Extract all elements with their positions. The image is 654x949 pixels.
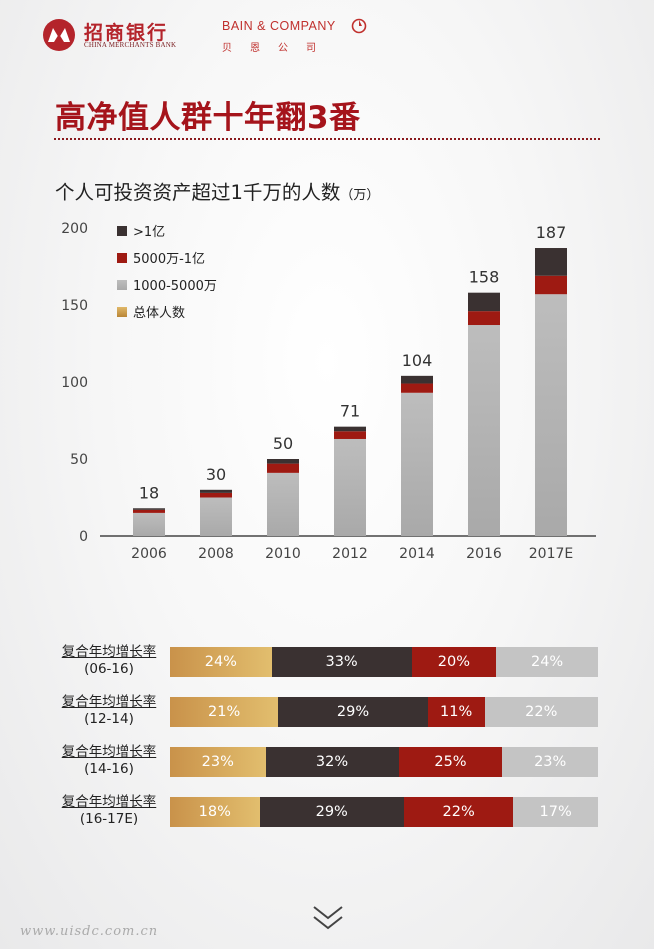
legend-label: 5000万-1亿 <box>133 252 205 267</box>
legend-swatch <box>117 280 127 290</box>
x-tick-label: 2006 <box>131 546 167 562</box>
bar-segment <box>401 392 433 536</box>
chart-subtitle-text: 个人可投资资产超过1千万的人数 <box>55 181 341 204</box>
bar-segment <box>535 275 567 295</box>
cagr-label-period: (06-16) <box>84 661 134 677</box>
bar-segment <box>468 325 500 536</box>
cagr-segment: 23% <box>170 747 266 777</box>
legend-label: 总体人数 <box>133 306 185 321</box>
bar-segment <box>401 375 433 384</box>
y-tick-label: 200 <box>61 221 88 237</box>
chart-subtitle-unit: （万） <box>340 188 380 203</box>
bar-segment <box>267 463 299 473</box>
cagr-segment: 23% <box>502 747 598 777</box>
bar-segment <box>468 311 500 326</box>
cagr-label: 复合年均增长率 (12-14) <box>54 694 164 728</box>
x-tick-label: 2014 <box>399 546 435 562</box>
cagr-segment: 20% <box>411 647 497 677</box>
x-tick-label: 2012 <box>332 546 368 562</box>
cagr-label-title: 复合年均增长率 <box>61 694 157 710</box>
chevron-double-down-icon[interactable] <box>310 903 346 933</box>
cagr-segment: 29% <box>259 797 404 827</box>
bar-segment <box>334 431 366 439</box>
page-title: 高净值人群十年翻3番 <box>55 100 361 136</box>
cmb-name-cn: 招商银行 <box>84 22 169 44</box>
bar-segment <box>200 497 232 536</box>
cagr-segment: 33% <box>271 647 412 677</box>
bar-total-label: 187 <box>536 223 567 242</box>
cagr-label: 复合年均增长率 (16-17E) <box>54 794 164 828</box>
cagr-label-title: 复合年均增长率 <box>61 644 157 660</box>
cagr-segment: 11% <box>427 697 485 727</box>
cagr-segment: 22% <box>403 797 514 827</box>
x-tick-label: 2008 <box>198 546 234 562</box>
title-divider <box>54 138 600 140</box>
legend-swatch <box>117 307 127 317</box>
bar-segment <box>535 248 567 276</box>
bar-segment <box>401 383 433 393</box>
chart-subtitle: 个人可投资资产超过1千万的人数（万） <box>55 176 379 205</box>
cagr-segment: 18% <box>170 797 260 827</box>
bar-total-label: 30 <box>206 465 226 484</box>
bar-total-label: 71 <box>340 402 360 421</box>
bar-total-label: 50 <box>273 434 293 453</box>
bar-total-label: 18 <box>139 483 159 502</box>
bar-segment <box>133 509 165 513</box>
legend-label: >1亿 <box>133 225 165 240</box>
bar-segment <box>133 512 165 536</box>
cagr-bar: 21% 29% 11% 22% <box>170 697 598 727</box>
bar-segment <box>133 508 165 510</box>
cagr-segment: 32% <box>265 747 399 777</box>
cagr-label-period: (14-16) <box>84 761 134 777</box>
bar-total-label: 104 <box>402 351 433 370</box>
bar-segment <box>334 438 366 536</box>
x-tick-label: 2010 <box>265 546 301 562</box>
bar-segment <box>267 472 299 536</box>
y-tick-label: 150 <box>61 298 88 314</box>
y-tick-label: 0 <box>79 529 88 545</box>
x-tick-label: 2017E <box>529 546 573 562</box>
legend-label: 1000-5000万 <box>133 279 217 294</box>
bar-segment <box>267 459 299 464</box>
cagr-label: 复合年均增长率 (06-16) <box>54 644 164 678</box>
cagr-label-period: (16-17E) <box>79 811 139 827</box>
cagr-label: 复合年均增长率 (14-16) <box>54 744 164 778</box>
cagr-segment: 24% <box>170 647 272 677</box>
watermark: www.uisdc.com.cn <box>20 924 159 939</box>
cagr-bar: 24% 33% 20% 24% <box>170 647 598 677</box>
cagr-segment: 21% <box>170 697 279 727</box>
legend-swatch <box>117 253 127 263</box>
cagr-segment: 25% <box>398 747 503 777</box>
bar-segment <box>200 492 232 498</box>
x-tick-label: 2016 <box>466 546 502 562</box>
bar-segment <box>468 292 500 312</box>
cmb-name-en: CHINA MERCHANTS BANK <box>84 41 177 49</box>
cmb-logo-icon <box>43 19 75 51</box>
bar-segment <box>334 426 366 432</box>
cagr-segment: 24% <box>496 647 598 677</box>
cagr-segment: 22% <box>484 697 598 727</box>
cagr-label-period: (12-14) <box>84 711 134 727</box>
bain-logo-icon <box>351 18 367 34</box>
cagr-bar: 18% 29% 22% 17% <box>170 797 598 827</box>
bar-segment <box>535 294 567 536</box>
bar-segment <box>200 489 232 493</box>
cagr-segment: 17% <box>513 797 598 827</box>
bain-name-cn: 贝恩公司 <box>222 43 334 54</box>
y-tick-label: 50 <box>70 452 88 468</box>
y-tick-label: 100 <box>61 375 88 391</box>
bar-total-label: 158 <box>469 268 500 287</box>
cagr-bar: 23% 32% 25% 23% <box>170 747 598 777</box>
cagr-label-title: 复合年均增长率 <box>61 794 157 810</box>
cagr-label-title: 复合年均增长率 <box>61 744 157 760</box>
legend-swatch <box>117 226 127 236</box>
bain-name-en: BAIN & COMPANY <box>222 19 336 33</box>
cagr-segment: 29% <box>278 697 428 727</box>
